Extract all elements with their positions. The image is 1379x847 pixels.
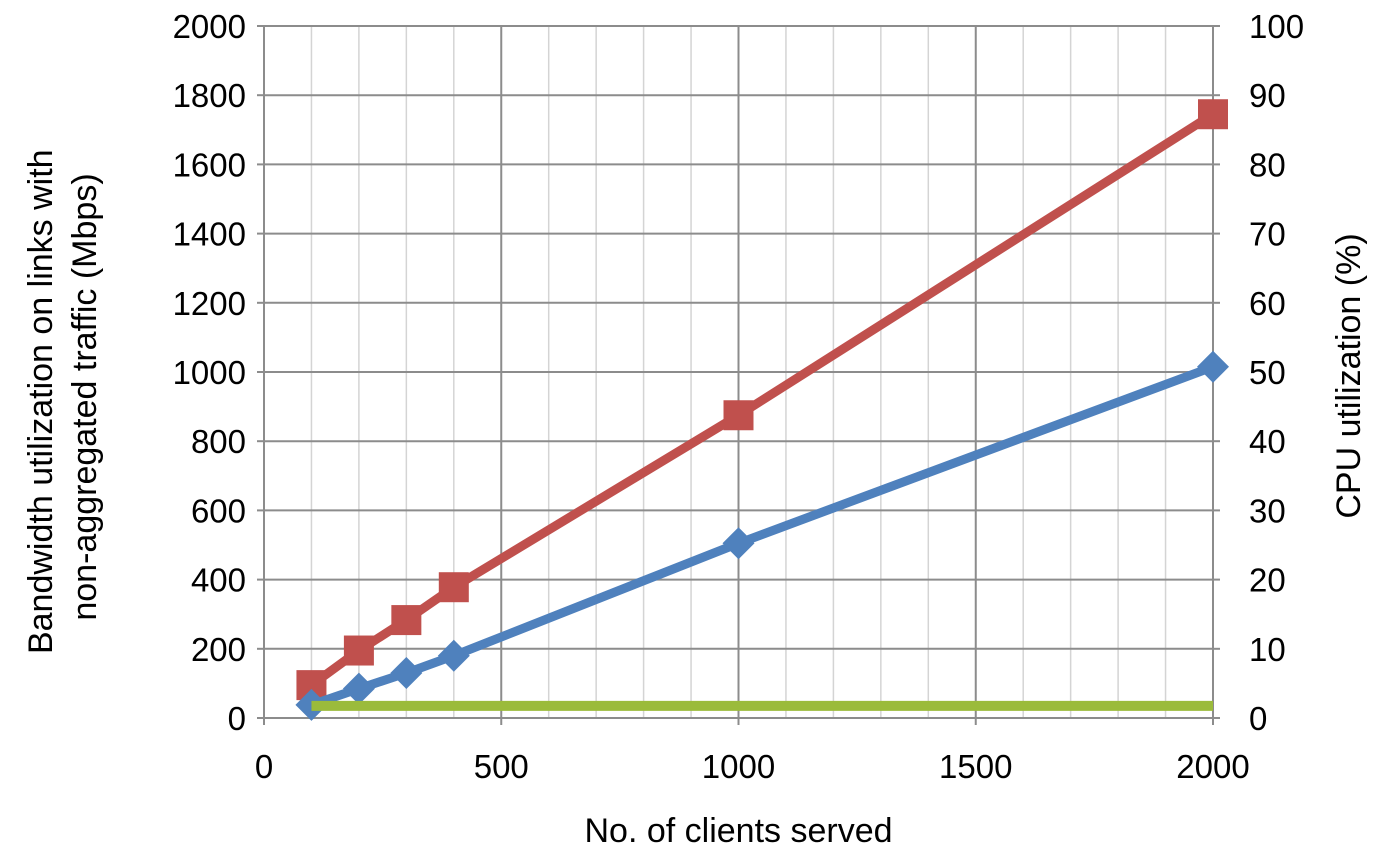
data-point-square [438, 572, 469, 603]
data-point-diamond [1197, 350, 1229, 383]
y-tick-label: 800 [191, 423, 246, 460]
y2-tick-label: 100 [1249, 8, 1304, 45]
data-point-square [1198, 99, 1228, 130]
y-tick-label: 600 [191, 492, 246, 529]
y-axis-title-line-2: non-aggregated traffic (Mbps) [66, 173, 104, 620]
y-tick-label: 2000 [173, 8, 246, 45]
y2-tick-label: 50 [1249, 354, 1286, 391]
x-tick-label: 2000 [1176, 748, 1249, 785]
y-axis-title: Bandwidth utilization on links with non-… [22, 140, 104, 654]
data-point-square [723, 400, 754, 431]
y-axis-title-line-1: Bandwidth utilization on links with [22, 149, 60, 654]
data-point-square [343, 635, 374, 666]
y2-tick-label: 10 [1249, 631, 1286, 668]
y2-tick-label: 60 [1249, 285, 1286, 322]
series-1 [295, 350, 1229, 721]
x-tick-label: 500 [474, 748, 529, 785]
y2-tick-label: 90 [1249, 77, 1286, 114]
x-axis-title: No. of clients served [584, 812, 892, 847]
series-layer [295, 99, 1229, 721]
x-tick-label: 1500 [939, 748, 1012, 785]
y-tick-label: 1600 [173, 146, 246, 183]
y-tick-label: 1400 [173, 216, 246, 253]
y-tick-label: 1000 [173, 354, 246, 391]
y2-tick-label: 0 [1249, 700, 1267, 737]
data-point-diamond [390, 657, 423, 690]
y-tick-label: 0 [228, 700, 246, 737]
y2-tick-label: 70 [1249, 216, 1286, 253]
data-point-diamond [437, 639, 470, 672]
y2-tick-label: 80 [1249, 146, 1286, 183]
y-tick-label: 400 [191, 562, 246, 599]
data-point-square [391, 605, 422, 636]
data-point-diamond [722, 527, 755, 560]
y-tick-label: 1800 [173, 77, 246, 114]
x-tick-label: 1000 [702, 748, 775, 785]
y2-tick-label: 20 [1249, 562, 1286, 599]
y-tick-label: 200 [191, 631, 246, 668]
tick-labels: 0200400600800100012001400160018002000010… [173, 8, 1304, 785]
series-0 [296, 99, 1228, 701]
y-tick-label: 1200 [173, 285, 246, 322]
y2-tick-label: 30 [1249, 492, 1286, 529]
grid [264, 25, 1213, 718]
y2-axis-title: CPU utilization (%) [1330, 233, 1368, 518]
x-tick-label: 0 [255, 748, 273, 785]
y2-tick-label: 40 [1249, 423, 1286, 460]
data-point-diamond [342, 672, 375, 705]
